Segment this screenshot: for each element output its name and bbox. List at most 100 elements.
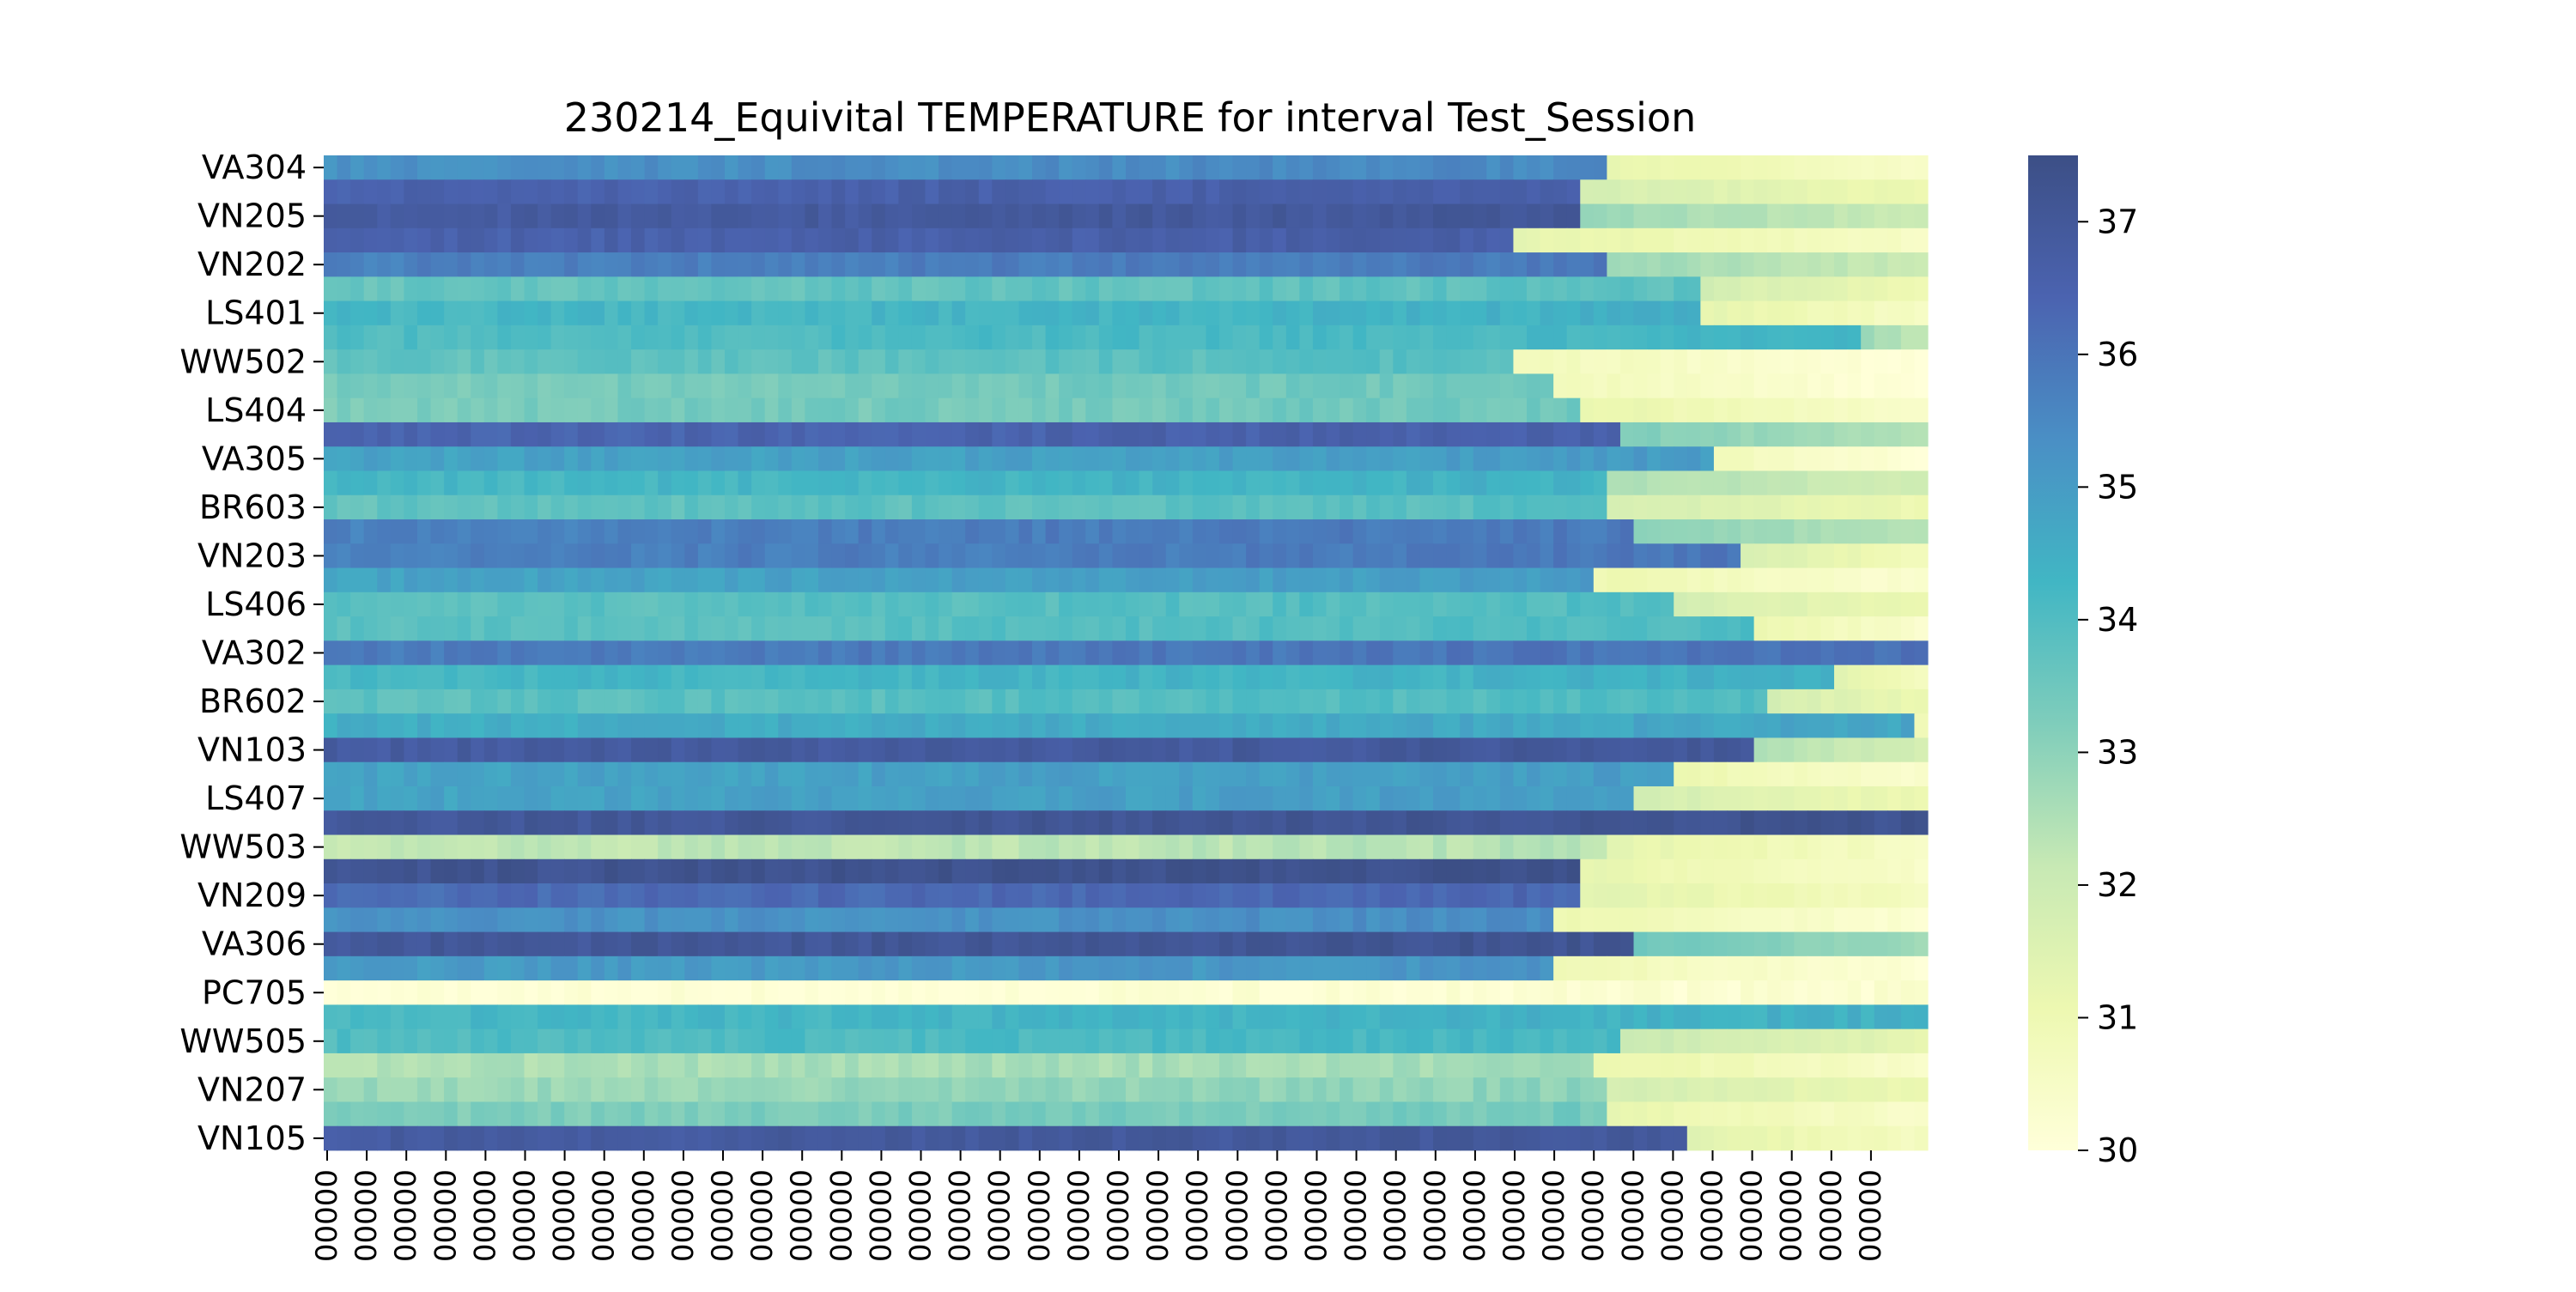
heatmap-cell: [671, 640, 685, 665]
heatmap-cell: [1553, 980, 1567, 1005]
heatmap-cell: [417, 1029, 431, 1054]
heatmap-cell: [417, 980, 431, 1005]
heatmap-cell: [1419, 665, 1433, 690]
heatmap-cell: [1607, 204, 1620, 229]
heatmap-cell: [1807, 907, 1821, 932]
heatmap-cell: [1794, 325, 1807, 350]
heatmap-cell: [979, 762, 993, 787]
heatmap-cell: [1099, 349, 1113, 374]
heatmap-cell: [1233, 276, 1247, 301]
heatmap-cell: [1794, 543, 1807, 568]
heatmap-cell: [1460, 713, 1473, 738]
heatmap-cell: [377, 155, 391, 180]
heatmap-cell: [1741, 301, 1754, 326]
heatmap-cell: [1527, 810, 1540, 835]
heatmap-cell: [939, 616, 952, 641]
heatmap-cell: [1741, 616, 1754, 641]
heatmap-cell: [1620, 665, 1634, 690]
heatmap-cell: [551, 713, 565, 738]
heatmap-cell: [1620, 398, 1634, 423]
heatmap-cell: [1406, 495, 1420, 520]
heatmap-cell: [926, 713, 939, 738]
heatmap-cell: [711, 543, 725, 568]
heatmap-cell: [1099, 762, 1113, 787]
heatmap-cell: [1820, 1029, 1834, 1054]
heatmap-cell: [364, 883, 378, 908]
heatmap-cell: [1674, 713, 1687, 738]
heatmap-cell: [350, 301, 364, 326]
heatmap-cell: [1299, 155, 1313, 180]
heatmap-cell: [898, 762, 912, 787]
heatmap-cell: [1433, 762, 1447, 787]
heatmap-cell: [1807, 859, 1821, 884]
heatmap-cell: [1767, 373, 1781, 398]
heatmap-cell: [1099, 835, 1113, 860]
heatmap-cell: [751, 835, 765, 860]
heatmap-cell: [551, 592, 565, 617]
heatmap-cell: [751, 470, 765, 495]
heatmap-cell: [885, 592, 899, 617]
heatmap-cell: [1580, 786, 1594, 811]
heatmap-cell: [859, 980, 872, 1005]
heatmap-cell: [1634, 276, 1648, 301]
heatmap-cell: [431, 762, 445, 787]
heatmap-cell: [1166, 907, 1180, 932]
heatmap-cell: [1433, 956, 1447, 981]
heatmap-cell: [979, 737, 993, 762]
heatmap-cell: [1246, 786, 1260, 811]
heatmap-cell: [1781, 810, 1795, 835]
heatmap-cell: [859, 640, 872, 665]
heatmap-cell: [1540, 810, 1554, 835]
heatmap-cell: [350, 1077, 364, 1102]
heatmap-cell: [350, 883, 364, 908]
heatmap-cell: [617, 1004, 631, 1029]
heatmap-cell: [1353, 276, 1367, 301]
heatmap-cell: [684, 519, 698, 544]
heatmap-cell: [1179, 616, 1193, 641]
heatmap-cell: [912, 568, 926, 593]
heatmap-cell: [1486, 1126, 1500, 1151]
heatmap-cell: [1152, 495, 1166, 520]
heatmap-cell: [952, 276, 966, 301]
heatmap-cell: [1473, 543, 1487, 568]
heatmap-cell: [497, 276, 511, 301]
heatmap-cell: [952, 495, 966, 520]
heatmap-cell: [458, 737, 471, 762]
heatmap-cell: [1634, 519, 1648, 544]
heatmap-cell: [698, 835, 712, 860]
heatmap-cell: [1567, 325, 1581, 350]
heatmap-cell: [1433, 835, 1447, 860]
heatmap-cell: [1580, 616, 1594, 641]
heatmap-cell: [939, 543, 952, 568]
heatmap-cell: [617, 883, 631, 908]
heatmap-cell: [444, 907, 458, 932]
heatmap-row: [324, 204, 1929, 229]
heatmap-cell: [350, 737, 364, 762]
heatmap-cell: [645, 495, 659, 520]
heatmap-cell: [818, 810, 832, 835]
heatmap-cell: [778, 373, 792, 398]
heatmap-cell: [1018, 907, 1032, 932]
heatmap-cell: [471, 422, 484, 447]
heatmap-cell: [671, 713, 685, 738]
heatmap-cell: [551, 373, 565, 398]
heatmap-cell: [404, 519, 417, 544]
heatmap-cell: [1099, 980, 1113, 1005]
heatmap-cell: [645, 398, 659, 423]
heatmap-cell: [1674, 932, 1687, 957]
heatmap-cell: [1353, 859, 1367, 884]
heatmap-cell: [458, 325, 471, 350]
heatmap-cell: [525, 155, 538, 180]
heatmap-cell: [698, 1126, 712, 1151]
heatmap-cell: [350, 713, 364, 738]
heatmap-cell: [1299, 835, 1313, 860]
heatmap-cell: [1433, 301, 1447, 326]
heatmap-cell: [1820, 179, 1834, 204]
heatmap-cell: [1513, 446, 1527, 471]
heatmap-cell: [1419, 252, 1433, 277]
heatmap-cell: [538, 592, 551, 617]
heatmap-cell: [1687, 932, 1701, 957]
heatmap-cell: [1366, 519, 1380, 544]
heatmap-cell: [992, 204, 1005, 229]
heatmap-cell: [605, 204, 618, 229]
